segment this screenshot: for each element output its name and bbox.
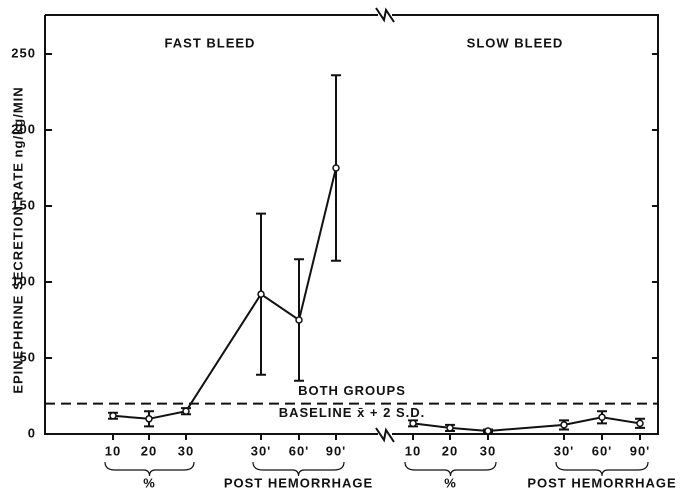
x-tick-label: 60' [592,443,613,458]
group-bracket [104,461,195,477]
point [484,427,492,435]
baseline-label: BASELINE x̄ + 2 S.D. [279,405,426,420]
group-bracket [555,461,649,477]
axes [44,14,659,435]
x-tick-label: 90' [630,443,651,458]
point [332,164,340,172]
panel-title: SLOW BLEED [467,35,564,50]
point [257,290,265,298]
point [295,316,303,324]
group-bracket [404,461,497,477]
y-tick-label: 200 [11,121,36,136]
x-tick-label: 30' [251,443,272,458]
group-label: % [143,475,156,490]
point [560,421,568,429]
point [109,412,117,420]
x-tick-label: 20 [141,443,157,458]
y-tick-label: 0 [28,425,36,440]
baseline-label: BOTH GROUPS [298,383,406,398]
point [145,415,153,423]
y-tick-label: 250 [11,45,36,60]
point [598,413,606,422]
x-tick-label: 60' [289,443,310,458]
line [112,167,337,420]
group-label: POST HEMORRHAGE [527,475,676,490]
group-label: % [444,475,457,490]
x-tick-label: 10 [405,443,421,458]
axis-break [375,7,395,23]
group-label: POST HEMORRHAGE [224,475,373,490]
point [446,424,454,432]
x-tick-label: 20 [442,443,458,458]
x-tick-label: 90' [326,443,347,458]
point [409,419,417,428]
x-tick-label: 30' [554,443,575,458]
x-tick-label: 30 [480,443,496,458]
panel-title: FAST BLEED [165,35,256,50]
group-bracket [252,461,345,477]
x-tick-label: 30 [178,443,194,458]
line [412,416,641,432]
y-axis-label: EPINEPHRINE SECRETION RATE ng/kg/MIN [10,86,25,393]
x-tick-label: 10 [105,443,121,458]
y-tick-label: 100 [11,273,36,288]
point [182,407,190,415]
point [636,419,644,428]
y-tick-label: 50 [20,349,36,364]
axis-break [375,427,395,443]
y-tick-label: 150 [11,197,36,212]
